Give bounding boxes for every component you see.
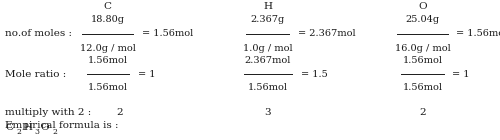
Text: = 1.56mol: = 1.56mol [142, 29, 193, 38]
Text: 1.56mol: 1.56mol [88, 56, 128, 65]
Text: C: C [5, 123, 13, 132]
Text: H: H [23, 123, 32, 132]
Text: 25.04g: 25.04g [406, 15, 440, 24]
Text: H: H [263, 2, 272, 11]
Text: = 2.367mol: = 2.367mol [298, 29, 356, 38]
Text: 3: 3 [34, 128, 39, 136]
Text: C: C [104, 2, 112, 11]
Text: multiply with 2 :: multiply with 2 : [5, 108, 91, 117]
Text: 1.0g / mol: 1.0g / mol [242, 44, 292, 53]
Text: 1.56mol: 1.56mol [88, 83, 128, 92]
Text: 18.80g: 18.80g [90, 15, 124, 24]
Text: = 1.5: = 1.5 [300, 70, 328, 79]
Text: 16.0g / mol: 16.0g / mol [394, 44, 450, 53]
Text: 1.56mol: 1.56mol [248, 83, 288, 92]
Text: no.of moles :: no.of moles : [5, 29, 72, 38]
Text: = 1: = 1 [452, 70, 470, 79]
Text: 2: 2 [116, 108, 123, 117]
Text: 2: 2 [52, 128, 57, 136]
Text: = 1: = 1 [138, 70, 155, 79]
Text: 2.367g: 2.367g [250, 15, 284, 24]
Text: 1.56mol: 1.56mol [402, 83, 442, 92]
Text: 2: 2 [16, 128, 21, 136]
Text: = 1.56mol: = 1.56mol [456, 29, 500, 38]
Text: O: O [40, 123, 49, 132]
Text: O: O [418, 2, 427, 11]
Text: 2.367mol: 2.367mol [244, 56, 290, 65]
Text: Mole ratio :: Mole ratio : [5, 70, 66, 79]
Text: 1.56mol: 1.56mol [402, 56, 442, 65]
Text: Empirical formula is :: Empirical formula is : [5, 121, 118, 130]
Text: 3: 3 [264, 108, 271, 117]
Text: 2: 2 [419, 108, 426, 117]
Text: 12.0g / mol: 12.0g / mol [80, 44, 136, 53]
